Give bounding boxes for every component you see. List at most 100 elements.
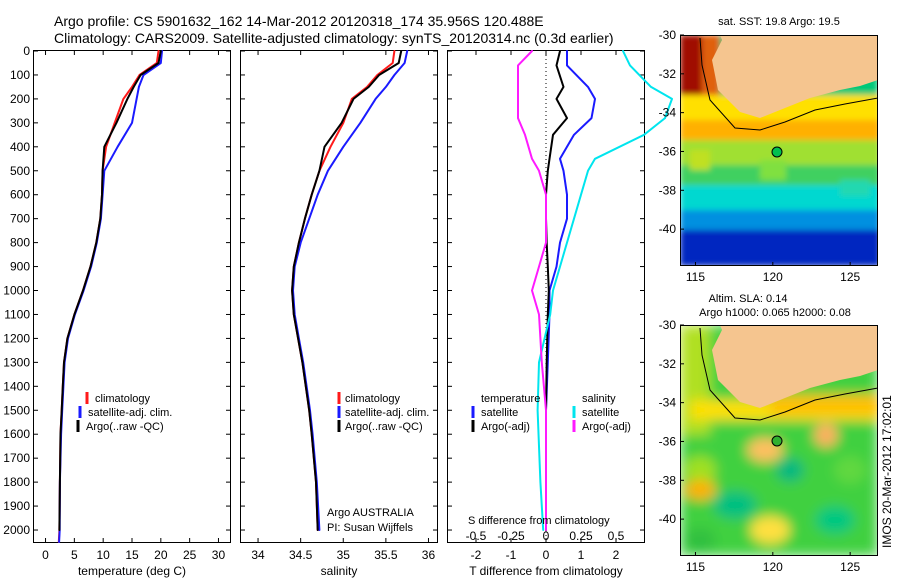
sst-isobath bbox=[699, 37, 878, 131]
series-line-salinity-satellite bbox=[536, 50, 673, 531]
depth-tick-label: 2000 bbox=[3, 523, 30, 537]
legend-label-sal-argo: Argo(-adj) bbox=[582, 421, 631, 433]
x-tick-label: 35.5 bbox=[374, 548, 398, 562]
depth-tick-label: 300 bbox=[10, 116, 30, 130]
map-lat-label: -30 bbox=[659, 318, 677, 332]
map-lon-label: 115 bbox=[686, 560, 705, 574]
top-x-tick-label: 0.5 bbox=[608, 529, 625, 543]
depth-tick-label: 1000 bbox=[3, 284, 30, 298]
sla-map: Altim. SLA: 0.14 Argo h1000: 0.065 h2000… bbox=[659, 293, 878, 574]
top-x-tick-label: 0.25 bbox=[569, 529, 593, 543]
x-tick-label: 36 bbox=[422, 548, 436, 562]
map-lon-label: 125 bbox=[840, 560, 860, 574]
legend-label-temp-satellite: satellite bbox=[481, 407, 518, 419]
salinity-plot: 34 34.5 35 35.5 36 bbox=[251, 50, 436, 562]
map-lat-label: -36 bbox=[659, 434, 677, 448]
depth-tick-label: 100 bbox=[10, 68, 30, 82]
sst-map-ticks: 115 120 125 -30 -32 -34 -36 -38 -40 bbox=[659, 28, 861, 284]
depth-tick-label: 700 bbox=[10, 212, 30, 226]
depth-tick-label: 1600 bbox=[3, 427, 30, 441]
sst-map-title: sat. SST: 19.8 Argo: 19.5 bbox=[718, 16, 840, 28]
depth-tick-label: 400 bbox=[10, 140, 30, 154]
salinity-axis-label: salinity bbox=[321, 564, 358, 578]
map-lat-label: -38 bbox=[659, 473, 677, 487]
sla-map-title-2: Argo h1000: 0.065 h2000: 0.08 bbox=[699, 307, 851, 319]
annotation-argo-australia: Argo AUSTRALIA bbox=[327, 507, 414, 519]
depth-tick-label: 500 bbox=[10, 164, 30, 178]
map-lat-label: -40 bbox=[659, 222, 677, 236]
x-tick-label: 35 bbox=[337, 548, 351, 562]
map-lon-label: 120 bbox=[763, 560, 783, 574]
difference-axis-label: T difference from climatology bbox=[469, 564, 623, 578]
temperature-panel-frame bbox=[33, 50, 231, 543]
legend-label-satellite: satellite-adj. clim. bbox=[88, 407, 172, 419]
depth-tick-label: 1100 bbox=[4, 307, 30, 321]
x-tick-label: 20 bbox=[154, 548, 168, 562]
map-lon-label: 115 bbox=[686, 270, 705, 284]
depth-tick-label: 600 bbox=[10, 188, 30, 202]
sla-map-frame bbox=[680, 325, 878, 556]
figure-title-line-2: Climatology: CARS2009. Satellite-adjuste… bbox=[54, 30, 614, 46]
legend-label-climatology: climatology bbox=[95, 393, 151, 405]
sla-land bbox=[680, 325, 878, 408]
difference-legend: temperature salinity satellite Argo(-adj… bbox=[468, 393, 631, 527]
x-tick-label: 5 bbox=[71, 548, 78, 562]
difference-plot: -2 -1 0 1 2 -0.5 -0.25 0 0.25 0.5 bbox=[466, 50, 673, 562]
sst-map: sat. SST: 19.8 Argo: 19.5 115 1 bbox=[659, 16, 878, 284]
top-x-tick-label: 0 bbox=[543, 529, 550, 543]
map-lat-label: -36 bbox=[659, 144, 677, 158]
depth-tick-label: 800 bbox=[10, 236, 30, 250]
depth-tick-label: 1800 bbox=[3, 475, 30, 489]
x-tick-label: -1 bbox=[506, 548, 517, 562]
x-tick-label: -2 bbox=[471, 548, 482, 562]
map-lat-label: -34 bbox=[659, 396, 677, 410]
imos-timestamp: IMOS 20-Mar-2012 17:02:01 bbox=[880, 395, 894, 548]
temperature-legend: climatology satellite-adj. clim. Argo(..… bbox=[76, 392, 172, 433]
x-tick-label: 15 bbox=[125, 548, 139, 562]
sst-map-frame bbox=[680, 35, 878, 266]
sla-isobath bbox=[699, 327, 878, 421]
map-lat-label: -30 bbox=[659, 28, 677, 42]
argo-float-marker bbox=[771, 146, 783, 158]
map-lat-label: -40 bbox=[659, 512, 677, 526]
top-x-tick-label: -0.25 bbox=[497, 529, 525, 543]
depth-tick-label: 900 bbox=[10, 260, 30, 274]
legend-label-temp-argo: Argo(-adj) bbox=[481, 421, 530, 433]
depth-tick-label: 1200 bbox=[3, 331, 30, 345]
depth-tick-label: 0 bbox=[23, 44, 30, 58]
depth-axis: 0 100 200 300 400 500 600 700 800 900 1000 1100 1200… bbox=[3, 44, 644, 537]
salinity-panel-frame bbox=[240, 50, 438, 543]
legend-label-satellite: satellite-adj. clim. bbox=[345, 407, 429, 419]
legend-label-argo: Argo(..raw -QC) bbox=[86, 421, 164, 433]
sla-map-ticks: 115 120 125 -30 -32 -34 -36 -38 -40 bbox=[659, 318, 861, 574]
top-axis-label: S difference from climatology bbox=[468, 515, 610, 527]
depth-tick-label: 1400 bbox=[3, 379, 30, 393]
annotation-pi: PI: Susan Wijffels bbox=[327, 522, 413, 534]
sla-map-title-1: Altim. SLA: 0.14 bbox=[709, 293, 788, 305]
x-tick-label: 0 bbox=[42, 548, 49, 562]
temperature-axis-label: temperature (deg C) bbox=[78, 564, 186, 578]
depth-tick-label: 1300 bbox=[3, 355, 30, 369]
legend-label-climatology: climatology bbox=[345, 393, 401, 405]
series-line-argo-raw-qc- bbox=[58, 50, 162, 531]
x-tick-label: 30 bbox=[212, 548, 226, 562]
legend-label-sal-satellite: satellite bbox=[582, 407, 619, 419]
x-tick-label: 0 bbox=[543, 548, 550, 562]
map-lat-label: -34 bbox=[659, 106, 677, 120]
series-line-argo-raw-qc- bbox=[291, 50, 403, 531]
sst-land bbox=[680, 35, 878, 118]
depth-tick-label: 1700 bbox=[3, 451, 30, 465]
temperature-plot: 0 5 10 15 20 25 30 bbox=[42, 50, 226, 562]
depth-tick-label: 200 bbox=[10, 92, 30, 106]
x-tick-label: 34 bbox=[251, 548, 265, 562]
x-tick-label: 10 bbox=[96, 548, 110, 562]
map-lon-label: 120 bbox=[763, 270, 783, 284]
map-lat-label: -32 bbox=[659, 357, 677, 371]
top-x-tick-label: -0.5 bbox=[466, 529, 487, 543]
legend-title-temperature: temperature bbox=[481, 393, 540, 405]
depth-tick-label: 1900 bbox=[3, 499, 30, 513]
legend-label-argo: Argo(..raw -QC) bbox=[345, 421, 423, 433]
argo-float-marker bbox=[771, 435, 783, 447]
x-tick-label: 2 bbox=[613, 548, 620, 562]
